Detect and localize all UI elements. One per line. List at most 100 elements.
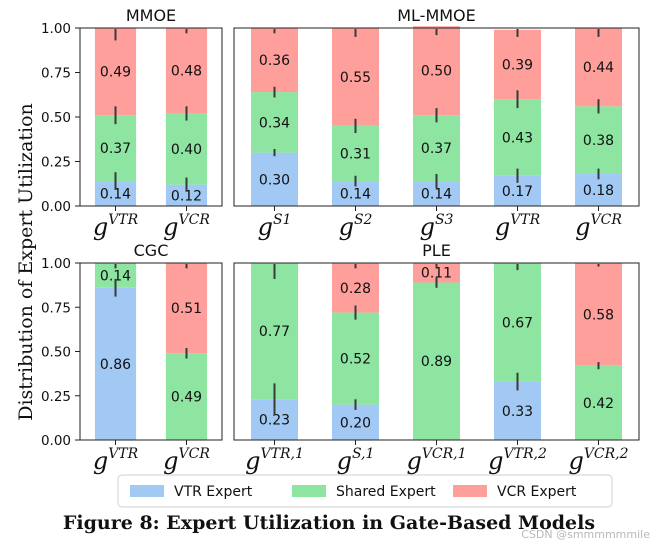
- bar-segment: [165, 263, 208, 354]
- bar-segment: [251, 263, 298, 400]
- data-label: 0.12: [171, 188, 202, 204]
- y-tick-label: 0.25: [41, 389, 71, 405]
- panel-cgc: CGC 0.00 0.25 0.50 0.75 1.00 0.86 0.14 gVTR 0.49 0…: [41, 241, 223, 475]
- bar-segment: [413, 282, 460, 440]
- data-label: 0.67: [502, 315, 533, 331]
- x-tick-label: gVTR: [93, 446, 139, 475]
- data-label: 0.20: [340, 415, 371, 431]
- y-axis-label: Distribution of Expert Utilization: [15, 103, 37, 421]
- panel-mmoe: MMOE 0.00 0.25 0.50 0.75 1.00 0.14 0.37 0.49 gVTR…: [41, 6, 223, 241]
- data-label: 0.43: [502, 130, 533, 146]
- data-label: 0.14: [100, 187, 131, 203]
- y-tick-label: 0.00: [41, 433, 71, 449]
- data-label: 0.44: [583, 60, 614, 76]
- legend-label: Shared Expert: [336, 484, 436, 500]
- data-label: 0.33: [502, 404, 533, 420]
- data-label: 0.18: [583, 183, 614, 199]
- expert-utilization-figure: Distribution of Expert Utilization MMOE 0…: [15, 6, 640, 508]
- y-tick-label: 0.75: [41, 66, 71, 82]
- data-label: 0.77: [259, 324, 290, 340]
- data-label: 0.89: [421, 354, 452, 370]
- x-tick-label: gVTR: [93, 212, 139, 241]
- bar-segment: [413, 263, 460, 283]
- bar-segment: [575, 28, 622, 107]
- bar-segment: [251, 92, 298, 153]
- bar-segment: [332, 404, 379, 440]
- legend-swatch: [292, 485, 326, 497]
- data-label: 0.34: [259, 115, 290, 131]
- bar-segment: [251, 28, 298, 93]
- y-tick-label: 0.25: [41, 155, 71, 171]
- x-tick-label: gVTR,1: [245, 446, 304, 475]
- legend-label: VTR Expert: [174, 484, 253, 500]
- x-tick-label: gS1: [258, 212, 292, 241]
- watermark: CSDN @smmmmmmile: [521, 528, 650, 541]
- y-tick-label: 0.50: [41, 110, 71, 126]
- data-label: 0.39: [502, 57, 533, 73]
- panel-ple: PLE 0.23 0.77 gVTR,1 0.20 0.52 0.28 gS,1 0.89 0.1…: [233, 241, 640, 475]
- data-label: 0.38: [583, 133, 614, 149]
- y-tick-label: 0.00: [41, 199, 71, 215]
- panel-title: ML-MMOE: [397, 6, 476, 25]
- x-tick-label: gVCR: [163, 212, 210, 241]
- x-tick-label: gS3: [420, 212, 454, 241]
- data-label: 0.14: [340, 187, 371, 203]
- data-label: 0.28: [340, 281, 371, 297]
- data-label: 0.23: [259, 413, 290, 429]
- panel-title: MMOE: [126, 6, 176, 25]
- x-tick-label: gVCR,2: [568, 446, 628, 475]
- data-label: 0.31: [340, 146, 371, 162]
- y-tick-label: 1.00: [41, 256, 71, 272]
- panel-title: PLE: [422, 241, 451, 260]
- bar-segment: [332, 125, 379, 182]
- data-label: 0.30: [259, 172, 290, 188]
- bar-segment: [494, 99, 541, 176]
- data-label: 0.11: [421, 266, 452, 282]
- data-label: 0.14: [100, 268, 131, 284]
- bar-segment: [413, 115, 460, 182]
- axes-frame: [233, 27, 640, 207]
- figure-caption: Figure 8: Expert Utilization in Gate-Bas…: [62, 512, 596, 534]
- bar-segment: [494, 263, 541, 382]
- bar-segment: [332, 28, 379, 126]
- x-tick-label: gS,1: [337, 446, 375, 475]
- y-tick-label: 0.50: [41, 345, 71, 361]
- panel-ml-mmoe: ML-MMOE 0.30 0.34 0.36 gS1 0.14 0.31 0.55 gS2 0.1…: [233, 6, 640, 241]
- data-label: 0.17: [502, 184, 533, 200]
- data-label: 0.49: [100, 65, 131, 81]
- data-label: 0.51: [171, 301, 202, 317]
- y-tick-label: 0.75: [41, 300, 71, 316]
- bar-segment: [332, 312, 379, 405]
- data-label: 0.55: [340, 70, 371, 86]
- data-label: 0.37: [421, 141, 452, 157]
- legend-swatch: [130, 485, 164, 497]
- legend-swatch: [453, 485, 487, 497]
- bar-segment: [575, 365, 622, 440]
- bar-segment: [413, 26, 460, 116]
- bar-segment: [494, 29, 541, 100]
- legend-label: VCR Expert: [497, 484, 577, 500]
- bar-segment: [575, 106, 622, 174]
- bar-segment: [165, 353, 208, 440]
- data-label: 0.58: [583, 307, 614, 323]
- bar-segment: [94, 287, 137, 440]
- bar-segment: [575, 263, 622, 366]
- x-tick-label: gVCR: [163, 446, 210, 475]
- panel-title: CGC: [134, 241, 169, 260]
- bar-segment: [94, 115, 137, 182]
- data-label: 0.42: [583, 396, 614, 412]
- x-tick-label: gVTR,2: [488, 446, 547, 475]
- data-label: 0.52: [340, 352, 371, 368]
- x-tick-label: gS2: [339, 212, 373, 241]
- bar-segment: [251, 152, 298, 206]
- bar-segment: [165, 113, 208, 185]
- bar-segment: [165, 184, 208, 206]
- data-label: 0.14: [421, 187, 452, 203]
- axes-frame: [79, 27, 223, 207]
- bar-segment: [332, 263, 379, 313]
- axes-frame: [233, 262, 640, 441]
- data-label: 0.48: [171, 64, 202, 80]
- axes-frame: [79, 262, 223, 441]
- bar-segment: [165, 28, 208, 114]
- x-tick-label: gVCR: [575, 212, 622, 241]
